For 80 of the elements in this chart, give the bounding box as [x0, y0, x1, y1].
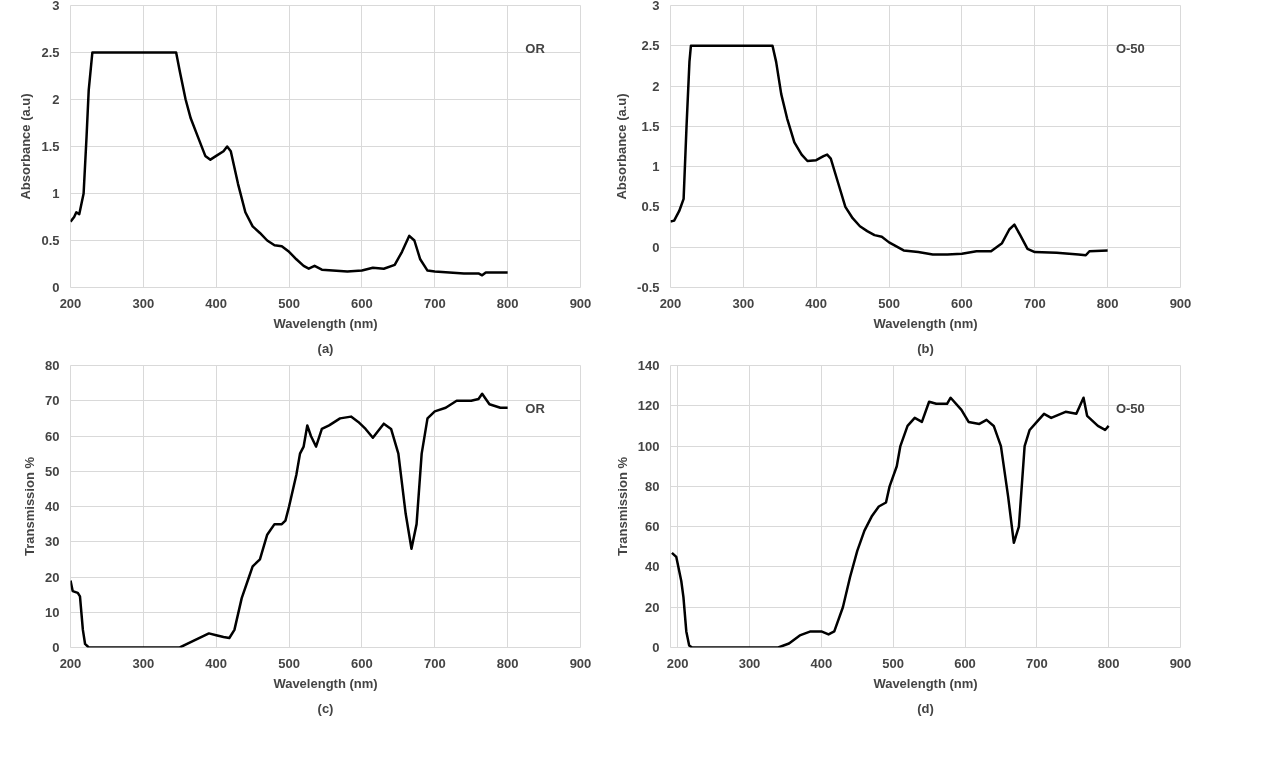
x-tick-label: 400: [805, 295, 828, 311]
y-tick-label: 2: [52, 92, 60, 107]
y-tick-label: 80: [45, 358, 60, 373]
x-tick-label: 500: [278, 655, 300, 671]
y-axis-title: Absorbance (a.u): [18, 93, 34, 200]
y-tick-label: 40: [45, 499, 60, 514]
x-tick-label: 300: [732, 295, 755, 311]
text: O-50: [1115, 41, 1145, 57]
y-tick-label: 60: [45, 428, 60, 444]
x-tick-label: 400: [205, 655, 228, 671]
x-tick-label: 200: [666, 655, 689, 671]
y-tick-label: 0.5: [641, 199, 660, 215]
x-tick-label: 300: [738, 655, 761, 671]
y-tick-label: 140: [637, 358, 660, 373]
y-tick-label: 0: [652, 640, 660, 655]
y-axis-title: Transmission %: [614, 456, 630, 556]
y-tick-label: 70: [45, 393, 60, 409]
x-tick-label: 900: [569, 655, 592, 671]
y-tick-label: 20: [645, 599, 660, 615]
y-tick-label: 80: [645, 478, 660, 494]
x-tick-label: 400: [810, 655, 833, 671]
x-axis-title: Wavelength (nm): [273, 675, 378, 691]
x-tick-label: 300: [132, 655, 155, 671]
x-tick-label: 700: [423, 655, 446, 671]
x-tick-label: 800: [496, 295, 519, 311]
x-axis-title: Wavelength (nm): [273, 315, 378, 331]
x-tick-label: 400: [205, 295, 228, 311]
x-tick-label: 900: [1169, 295, 1192, 311]
y-tick-label: 2.5: [641, 38, 660, 54]
x-tick-label: 200: [59, 655, 82, 671]
text: (b): [917, 340, 934, 356]
x-tick-label: 500: [878, 295, 900, 311]
y-tick-label: 3: [652, 0, 660, 13]
y-tick-label: 3: [52, 0, 60, 13]
y-tick-label: 0: [652, 239, 660, 255]
text: (a): [317, 340, 334, 356]
text: OR: [525, 41, 546, 57]
y-tick-label: 1.5: [641, 118, 660, 134]
x-tick-label: 800: [1097, 655, 1120, 671]
text: (d): [917, 700, 934, 716]
x-tick-label: 600: [351, 655, 373, 671]
text: (c): [317, 700, 334, 716]
x-tick-label: 700: [423, 295, 446, 311]
x-tick-label: 600: [954, 655, 976, 671]
x-axis-title: Wavelength (nm): [873, 675, 978, 691]
x-axis-title: Wavelength (nm): [873, 315, 978, 331]
y-tick-label: 0.5: [41, 233, 60, 248]
x-tick-label: 200: [59, 295, 82, 311]
x-tick-label: 900: [569, 295, 592, 311]
y-axis-title: Absorbance (a.u): [614, 93, 630, 200]
y-tick-label: 1: [652, 159, 660, 175]
y-tick-label: 1: [52, 186, 60, 201]
y-tick-label: 120: [637, 398, 660, 414]
x-tick-label: 200: [659, 295, 682, 311]
y-axis-title: Transmission %: [22, 456, 38, 556]
x-tick-label: 800: [496, 655, 519, 671]
y-tick-label: 40: [645, 559, 660, 575]
y-tick-label: 2.5: [41, 45, 60, 60]
x-tick-label: 600: [951, 295, 973, 311]
y-tick-label: -0.5: [637, 280, 660, 295]
y-tick-label: 30: [45, 534, 60, 550]
y-tick-label: 0: [52, 280, 60, 295]
x-tick-label: 700: [1025, 655, 1048, 671]
y-tick-label: 60: [645, 519, 660, 535]
x-tick-label: 900: [1169, 655, 1192, 671]
series-label: OR: [525, 401, 546, 417]
x-tick-label: 800: [1096, 295, 1119, 311]
x-tick-label: 600: [351, 295, 373, 311]
y-tick-label: 10: [45, 604, 60, 620]
y-tick-label: 20: [45, 569, 60, 585]
x-tick-label: 500: [882, 655, 905, 671]
x-tick-label: 700: [1023, 295, 1046, 311]
series-label: O-50: [1115, 401, 1145, 417]
x-tick-label: 500: [278, 295, 300, 311]
y-tick-label: 50: [45, 463, 60, 479]
x-tick-label: 300: [132, 295, 155, 311]
y-tick-label: 2: [652, 78, 660, 94]
y-tick-label: 1.5: [41, 139, 60, 154]
y-tick-label: 0: [52, 640, 60, 655]
y-tick-label: 100: [637, 438, 660, 454]
